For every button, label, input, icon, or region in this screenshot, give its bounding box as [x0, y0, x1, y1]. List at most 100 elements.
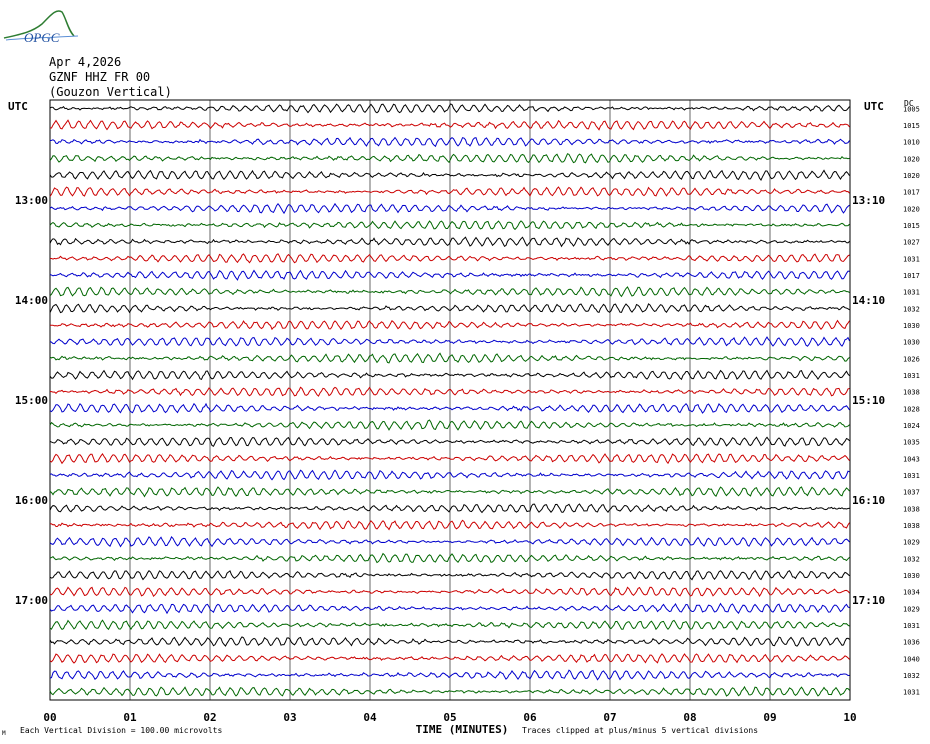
x-axis-label: TIME (MINUTES)	[416, 723, 509, 736]
plot-grid	[49, 99, 851, 701]
seismic-trace	[49, 685, 850, 697]
right-hour-label: 14:10	[852, 294, 885, 307]
seismic-trace	[49, 336, 850, 347]
x-tick-label: 10	[843, 711, 856, 724]
footer-scale-note: Each Vertical Division = 100.00 microvol…	[20, 726, 222, 735]
seismic-trace	[49, 586, 850, 598]
right-hour-label: 13:10	[852, 194, 885, 207]
dc-value: 1031	[903, 372, 920, 380]
dc-value: 1020	[903, 172, 920, 180]
seismic-trace	[49, 103, 850, 114]
dc-value: 1029	[903, 539, 920, 547]
right-axis-label: UTC	[864, 100, 884, 113]
left-axis-label: UTC	[8, 100, 28, 113]
dc-value: 1032	[903, 672, 920, 680]
x-tick-label: 08	[683, 711, 696, 724]
left-hour-label: 13:00	[15, 194, 48, 207]
dc-value: 1031	[903, 289, 920, 297]
dc-value: 1030	[903, 572, 920, 580]
x-tick-label: 04	[363, 711, 377, 724]
seismic-trace	[50, 319, 850, 331]
dc-value: 1030	[903, 322, 920, 330]
dc-value: 1043	[903, 455, 920, 463]
footer-clip-note: Traces clipped at plus/minus 5 vertical …	[522, 726, 758, 735]
dc-value: 1005	[903, 105, 920, 113]
header-date: Apr 4,2026	[49, 55, 122, 69]
seismic-trace	[49, 386, 850, 397]
dc-value: 1031	[903, 255, 920, 263]
dc-value: 1017	[903, 272, 920, 280]
dc-value: 1031	[903, 622, 920, 630]
seismic-trace	[49, 503, 850, 514]
dc-value: 1031	[903, 472, 920, 480]
dc-value: 1034	[903, 589, 920, 597]
seismic-trace	[49, 469, 850, 481]
left-hour-label: 17:00	[15, 594, 48, 607]
seismic-trace	[49, 269, 850, 281]
seismic-traces	[49, 103, 850, 697]
right-hour-label: 17:10	[852, 594, 885, 607]
opgc-logo: OPGC	[2, 4, 82, 48]
seismic-trace	[49, 303, 850, 314]
dc-value: 1015	[903, 222, 920, 230]
x-tick-label: 00	[43, 711, 56, 724]
seismic-trace	[49, 286, 850, 298]
corner-mark: M	[2, 730, 6, 737]
left-hour-label: 15:00	[15, 394, 48, 407]
seismic-trace	[49, 453, 850, 465]
x-tick-label: 06	[523, 711, 537, 724]
dc-value: 1017	[903, 189, 920, 197]
dc-value: 1036	[903, 639, 920, 647]
seismic-trace	[49, 569, 850, 581]
seismic-trace	[49, 486, 850, 498]
seismic-trace	[49, 602, 850, 615]
seismic-trace	[49, 669, 850, 681]
x-tick-label: 01	[123, 711, 137, 724]
dc-value: 1031	[903, 689, 920, 697]
dc-value: 1026	[903, 355, 920, 363]
seismic-trace	[49, 402, 850, 414]
seismic-trace	[49, 220, 850, 231]
seismic-trace	[49, 169, 850, 181]
x-tick-label: 03	[283, 711, 296, 724]
seismic-trace	[49, 519, 850, 531]
logo-text: OPGC	[24, 30, 60, 44]
x-tick-label: 02	[203, 711, 216, 724]
dc-value: 1035	[903, 439, 920, 447]
dc-value: 1015	[903, 122, 920, 130]
dc-value: 1032	[903, 555, 920, 563]
right-hour-label: 16:10	[852, 494, 885, 507]
left-hour-label: 14:00	[15, 294, 48, 307]
axis-labels: UTC UTC DC 13:00 13:10 14:00 14:10 15:00 15:10 16…	[2, 99, 920, 737]
dc-value: 1020	[903, 205, 920, 213]
seismic-trace	[49, 419, 850, 431]
dc-value: 1010	[903, 139, 920, 147]
seismic-trace	[50, 253, 850, 264]
seismic-trace	[49, 436, 850, 447]
dc-column-label: DC	[904, 99, 914, 108]
seismic-trace	[49, 552, 850, 564]
right-hour-label: 15:10	[852, 394, 885, 407]
dc-value: 1024	[903, 422, 920, 430]
x-tick-label: 07	[603, 711, 616, 724]
left-hour-label: 16:00	[15, 494, 48, 507]
seismic-trace	[49, 202, 850, 215]
dc-value: 1037	[903, 489, 920, 497]
seismic-trace	[49, 619, 850, 631]
seismic-trace	[49, 186, 850, 197]
seismic-trace	[49, 536, 850, 548]
seismic-trace	[49, 369, 850, 381]
seismic-trace	[49, 636, 850, 647]
header-channel: GZNF HHZ FR 00	[49, 70, 151, 84]
seismic-trace	[49, 236, 850, 248]
dc-value: 1038	[903, 389, 920, 397]
dc-value: 1032	[903, 305, 920, 313]
seismic-trace	[50, 119, 850, 131]
dc-value: 1028	[903, 405, 920, 413]
dc-value: 1027	[903, 239, 920, 247]
seismic-trace	[49, 136, 850, 148]
dc-value: 1038	[903, 505, 920, 513]
seismic-trace	[49, 153, 850, 164]
x-tick-label: 05	[443, 711, 456, 724]
